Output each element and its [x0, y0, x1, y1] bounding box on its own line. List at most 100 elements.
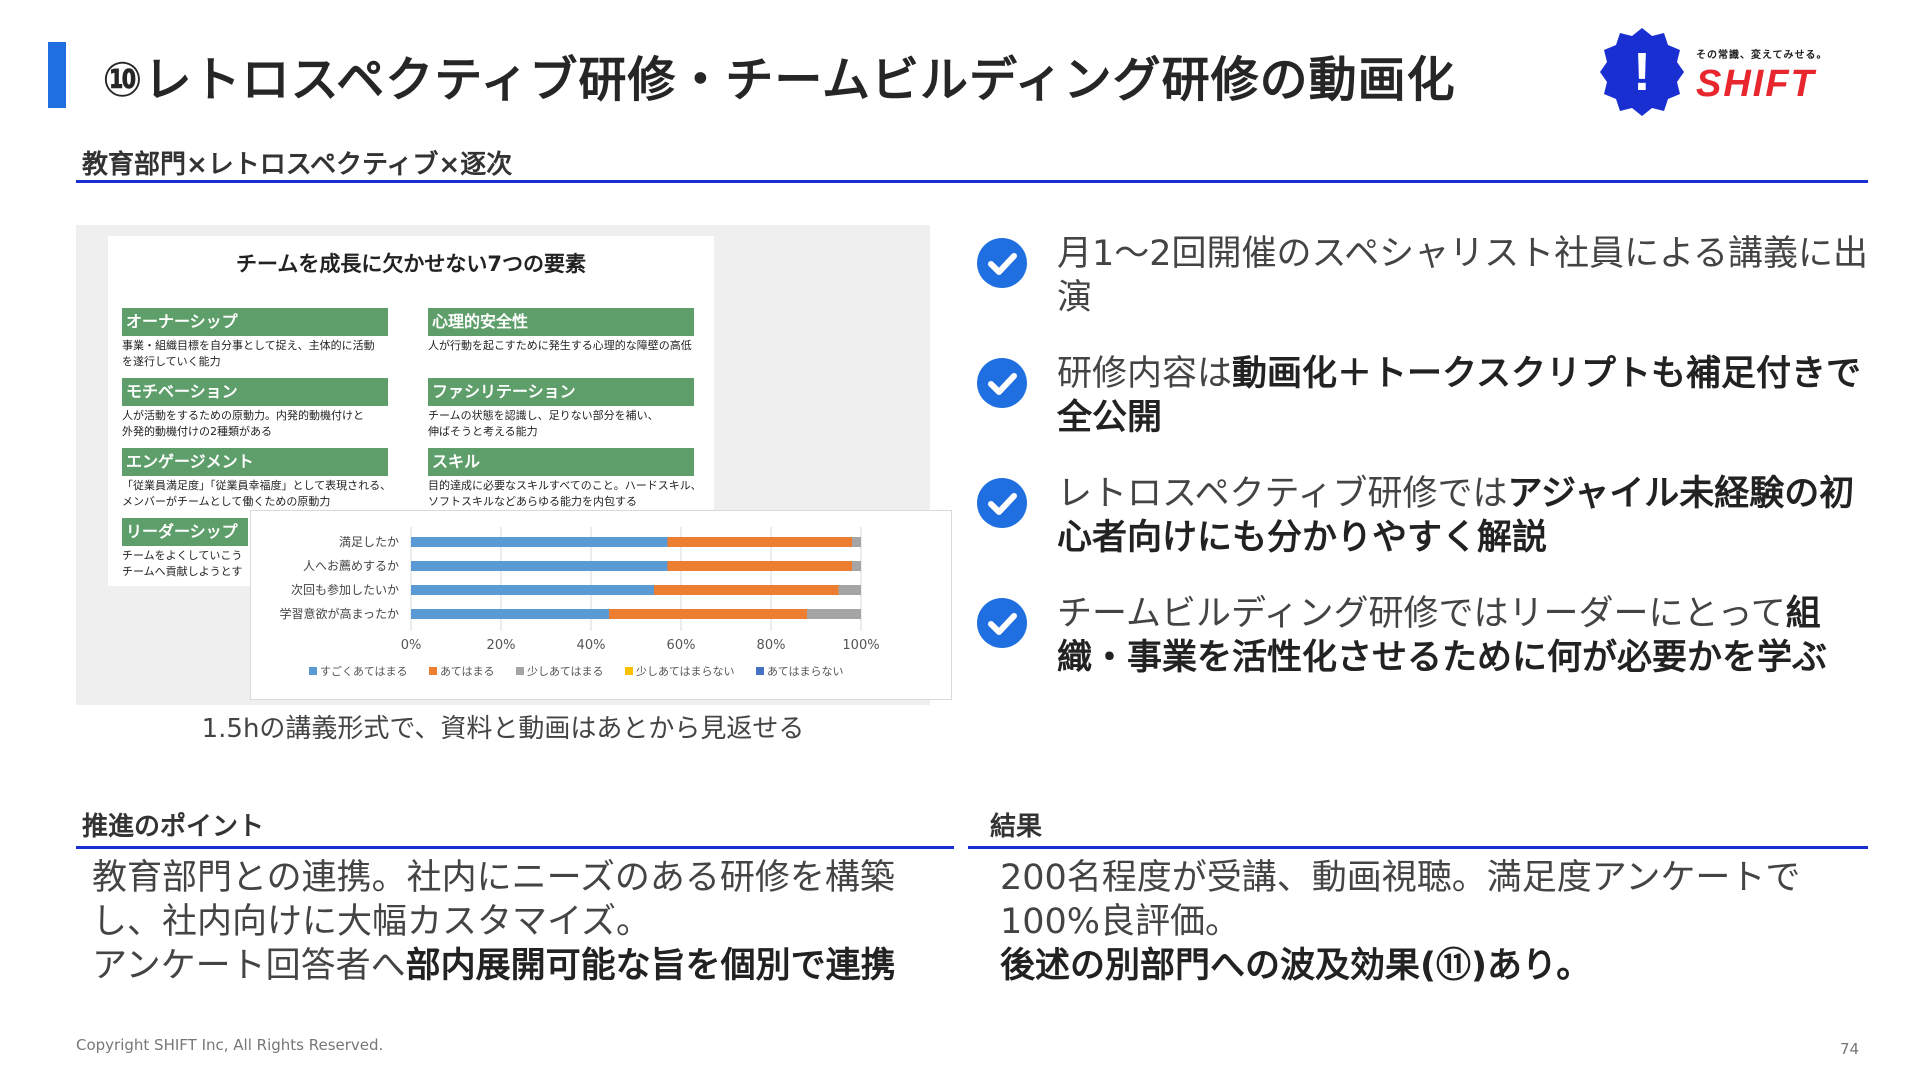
emphasis-text: アジャイル未経験の初心者向けにも分かりやすく解説: [1057, 474, 1855, 558]
legend-swatch: [309, 667, 317, 675]
legend-swatch: [429, 667, 437, 675]
element-desc: 人が行動を起こすために発生する心理的な障壁の高低: [428, 339, 692, 352]
title-accent-bar: [48, 42, 66, 108]
element-name: ファシリテーション: [428, 378, 694, 406]
emphasis-text: 動画化＋トークスクリプトも補足付きで全公開: [1057, 354, 1861, 438]
results-divider: [968, 846, 1868, 849]
points-line: 教育部門との連携。社内にニーズのある研修を構築: [92, 856, 952, 900]
points-label: 推進のポイント: [82, 812, 265, 842]
bullet-text: チームビルディング研修ではリーダーにとって組織・事業を活性化させるために何が必要…: [1057, 592, 1887, 680]
results-line: 100%良評価。: [1000, 900, 1868, 944]
bullet-text: 月1〜2回開催のスペシャリスト社員による講義に出演: [1057, 232, 1887, 320]
section-label: 教育部門×レトロスペクティブ×逐次: [82, 150, 513, 180]
element-name: 心理的安全性: [428, 308, 694, 336]
element-name: モチベーション: [122, 378, 388, 406]
points-line: アンケート回答者へ部内展開可能な旨を個別で連携: [92, 944, 952, 988]
legend-label: 少しあてはまらない: [636, 665, 735, 678]
element-desc: チームをよくしていこう チームへ貢献しようとす: [122, 549, 243, 578]
bar-segment: [609, 609, 807, 619]
element-engagement: エンゲージメント 「従業員満足度」「従業員幸福度」として表現される、 メンバーがチ…: [122, 448, 388, 510]
element-psych-safety: 心理的安全性 人が行動を起こすために発生する心理的な障壁の高低: [428, 308, 694, 354]
category-label: 満足したか: [339, 535, 399, 549]
x-tick-label: 40%: [577, 638, 606, 653]
legend-label: あてはまる: [440, 665, 495, 678]
survey-chart: 満足したか人へお薦めするか次回も参加したいか学習意欲が高まったか 0% 20% 40%…: [250, 510, 952, 700]
team-elements-title: チームを成長に欠かせない7つの要素: [236, 252, 586, 276]
logo-tagline: その常識、変えてみせる。: [1696, 48, 1828, 61]
shift-logo: ! その常識、変えてみせる。 SHIFT: [1598, 26, 1868, 122]
results-body: 200名程度が受講、動画視聴。満足度アンケートで 100%良評価。 後述の別部門…: [1000, 856, 1868, 988]
legend-swatch: [625, 667, 633, 675]
bar-segment: [852, 561, 861, 571]
bullet-text: 研修内容は動画化＋トークスクリプトも補足付きで全公開: [1057, 352, 1887, 440]
category-label: 学習意欲が高まったか: [279, 606, 399, 621]
element-ownership: オーナーシップ 事業・組織目標を自分事として捉え、主体的に活動 を遂行していく能力: [122, 308, 388, 370]
x-tick-label: 100%: [842, 638, 879, 653]
element-skill: スキル 目的達成に必要なスキルすべてのこと。ハードスキル、 ソフトスキルなどあらゆ…: [428, 448, 694, 510]
results-line: 200名程度が受講、動画視聴。満足度アンケートで: [1000, 856, 1868, 900]
bar-segment: [411, 561, 668, 571]
bullet-text: レトロスペクティブ研修ではアジャイル未経験の初心者向けにも分かりやすく解説: [1057, 472, 1887, 560]
element-name: スキル: [428, 448, 694, 476]
plain-text: レトロスペクティブ研修では: [1057, 474, 1508, 514]
page-number: 74: [1840, 1040, 1860, 1058]
element-desc: 「従業員満足度」「従業員幸福度」として表現される、 メンバーがチームとして働くため…: [122, 479, 388, 508]
element-name: オーナーシップ: [122, 308, 388, 336]
element-desc: チームの状態を認識し、足りない部分を補い、 伸ばそうと考える能力: [428, 409, 659, 438]
element-desc: 事業・組織目標を自分事として捉え、主体的に活動 を遂行していく能力: [122, 339, 375, 368]
emphasis-text: 部内展開可能な旨を個別で連携: [405, 946, 896, 986]
check-circle-icon: [977, 478, 1027, 528]
element-name: リーダーシップ: [122, 518, 248, 546]
page-title: ⑩レトロスペクティブ研修・チームビルディング研修の動画化: [102, 52, 1456, 108]
element-facilitation: ファシリテーション チームの状態を認識し、足りない部分を補い、 伸ばそうと考える能…: [428, 378, 694, 440]
x-tick-label: 20%: [487, 638, 516, 653]
plain-text: 100%良評価。: [1000, 902, 1241, 942]
figure-caption: 1.5hの講義形式で、資料と動画はあとから見返せる: [201, 714, 805, 744]
check-circle-icon: [977, 598, 1027, 648]
plain-text: 200名程度が受講、動画視聴。満足度アンケートで: [1000, 858, 1801, 898]
points-line: し、社内向けに大幅カスタマイズ。: [92, 900, 952, 944]
points-divider: [76, 846, 954, 849]
results-line: 後述の別部門への波及効果(⑪)あり。: [1000, 944, 1868, 988]
element-leadership: リーダーシップ チームをよくしていこう チームへ貢献しようとす: [122, 518, 248, 580]
logo-mark-glyph: !: [1633, 42, 1651, 102]
bar-segment: [654, 585, 839, 595]
legend-swatch: [516, 667, 524, 675]
category-label: 次回も参加したいか: [291, 582, 399, 597]
points-body: 教育部門との連携。社内にニーズのある研修を構築 し、社内向けに大幅カスタマイズ。…: [92, 856, 952, 988]
category-label: 人へお薦めするか: [303, 559, 399, 573]
emphasis-text: 組織・事業を活性化させるために何が必要かを学ぶ: [1057, 594, 1828, 678]
plain-text: アンケート回答者へ: [92, 946, 406, 986]
bar-segment: [411, 609, 609, 619]
bar-segment: [807, 609, 861, 619]
plain-text: 研修内容は: [1057, 354, 1233, 394]
plain-text: し、社内向けに大幅カスタマイズ。: [92, 902, 651, 942]
element-motivation: モチベーション 人が活動をするための原動力。内発的動機付けと 外発的動機付けの2種…: [122, 378, 388, 440]
logo-wordmark: SHIFT: [1696, 63, 1817, 105]
element-name: エンゲージメント: [122, 448, 388, 476]
section-divider: [76, 180, 1868, 183]
legend-swatch: [756, 667, 764, 675]
bar-segment: [667, 561, 852, 571]
bar-segment: [667, 537, 852, 547]
element-desc: 目的達成に必要なスキルすべてのこと。ハードスキル、 ソフトスキルなどあらゆる能力を…: [428, 479, 694, 508]
logo-badge-icon: [1600, 28, 1684, 116]
emphasis-text: 後述の別部門への波及効果(⑪)あり。: [1000, 946, 1592, 986]
x-tick-label: 80%: [757, 638, 786, 653]
element-desc: 人が活動をするための原動力。内発的動機付けと 外発的動機付けの2種類がある: [122, 409, 364, 438]
check-circle-icon: [977, 238, 1027, 288]
check-circle-icon: [977, 358, 1027, 408]
bar-segment: [411, 585, 654, 595]
x-tick-label: 60%: [667, 638, 696, 653]
x-tick-label: 0%: [401, 638, 422, 653]
results-label: 結果: [990, 812, 1043, 842]
legend-label: 少しあてはまる: [527, 665, 604, 678]
legend-label: あてはまらない: [767, 665, 844, 678]
shift-logo-mark: ! その常識、変えてみせる。 SHIFT: [1600, 28, 1828, 116]
legend-label: すごくあてはまる: [320, 664, 408, 678]
bar-segment: [411, 537, 668, 547]
bar-segment: [852, 537, 861, 547]
copyright: Copyright SHIFT Inc, All Rights Reserved…: [76, 1036, 384, 1054]
plain-text: チームビルディング研修ではリーダーにとって: [1057, 594, 1786, 634]
